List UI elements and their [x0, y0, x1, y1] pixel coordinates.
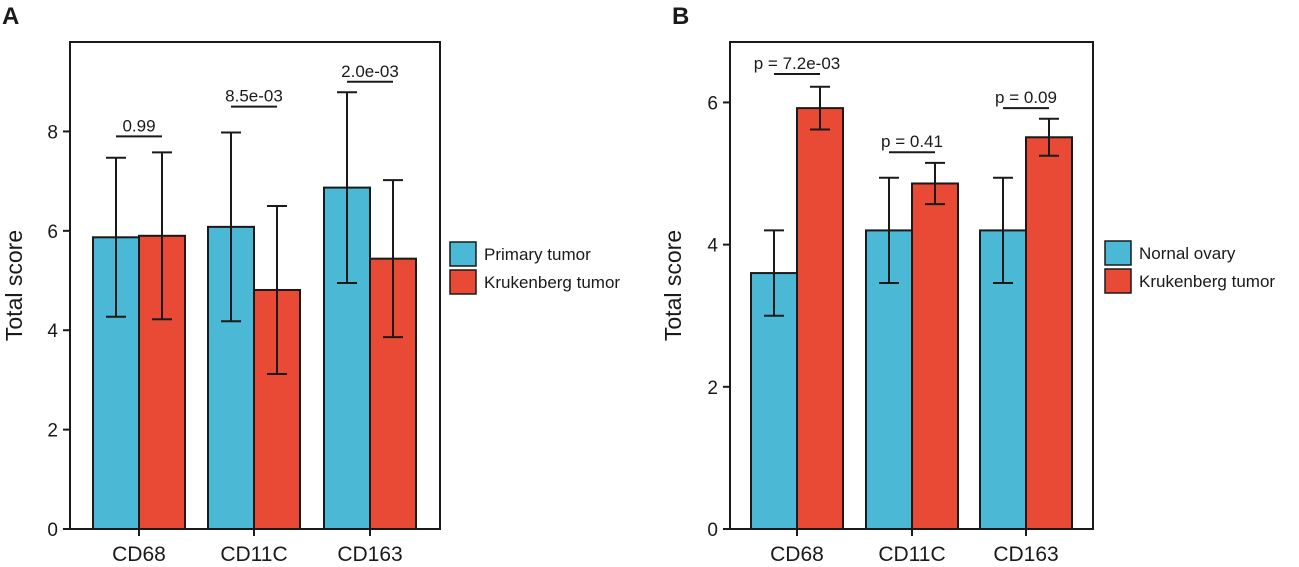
- p-value-label: 2.0e-03: [341, 62, 399, 81]
- y-axis-label: Total score: [1, 230, 27, 341]
- y-tick-label: 6: [47, 222, 58, 243]
- legend-label: Nornal ovary: [1139, 244, 1236, 263]
- y-axis-label: Total score: [660, 230, 686, 341]
- y-tick-label: 2: [47, 421, 58, 442]
- error-bar-nornal-ovary-cd163: [993, 176, 1013, 285]
- p-value-label: p = 0.41: [881, 132, 943, 151]
- x-tick-label-cd68: CD68: [112, 543, 166, 566]
- error-bar-primary-tumor-cd163: [337, 91, 357, 285]
- error-bar-krukenberg-tumor-cd68: [810, 85, 830, 131]
- panel-a: A 0 2 4 6 8 CD68 CD11C CD163 Total score 0.99 8.5e-…: [1, 3, 620, 566]
- p-value-label: 0.99: [122, 116, 155, 135]
- error-bar-krukenberg-tumor-cd11c: [925, 161, 945, 206]
- x-tick-label-cd163: CD163: [993, 543, 1058, 566]
- y-tick-label: 0: [707, 520, 718, 541]
- legend-label: Primary tumor: [484, 245, 591, 264]
- error-bar-krukenberg-tumor-cd68: [152, 151, 172, 321]
- x-tick-label-cd163: CD163: [337, 543, 402, 566]
- error-bar-krukenberg-tumor-cd163: [1039, 117, 1059, 157]
- p-value-label: 8.5e-03: [225, 87, 283, 106]
- y-tick-label: 2: [707, 378, 718, 399]
- panel-label: A: [2, 3, 19, 30]
- x-tick-label-cd11c: CD11C: [878, 543, 945, 566]
- bar-krukenberg-tumor-cd163: [1025, 136, 1073, 530]
- p-value-label: p = 0.09: [995, 88, 1057, 107]
- p-value-label: p = 7.2e-03: [754, 54, 841, 73]
- legend-swatch: [449, 241, 477, 267]
- bar-krukenberg-tumor-cd11c: [911, 182, 959, 531]
- y-tick-label: 4: [47, 321, 58, 342]
- y-tick-label: 0: [47, 520, 58, 541]
- legend: Primary tumor Krukenberg tumor: [449, 241, 620, 295]
- y-tick-label: 4: [707, 236, 718, 257]
- x-tick-label-cd68: CD68: [770, 543, 824, 566]
- error-bar-krukenberg-tumor-cd163: [383, 179, 403, 339]
- error-bar-primary-tumor-cd11c: [221, 131, 241, 323]
- bar-krukenberg-tumor-cd68: [796, 107, 844, 530]
- legend-label: Krukenberg tumor: [1139, 272, 1275, 291]
- legend-swatch: [1104, 268, 1132, 294]
- error-bar-primary-tumor-cd68: [106, 156, 126, 318]
- error-bar-nornal-ovary-cd68: [764, 229, 784, 317]
- legend-label: Krukenberg tumor: [484, 273, 620, 292]
- legend: Nornal ovary Krukenberg tumor: [1104, 240, 1275, 294]
- y-tick-label: 8: [47, 122, 58, 143]
- legend-swatch: [449, 269, 477, 295]
- panel-b: B 0 2 4 6 CD68 CD11C CD163 Total score p = 7.2e-0…: [660, 3, 1275, 566]
- x-tick-label-cd11c: CD11C: [220, 543, 287, 566]
- legend-swatch: [1104, 240, 1132, 266]
- error-bar-krukenberg-tumor-cd11c: [267, 204, 287, 375]
- panel-label: B: [672, 3, 689, 30]
- error-bar-nornal-ovary-cd11c: [879, 176, 899, 285]
- y-tick-label: 6: [707, 93, 718, 114]
